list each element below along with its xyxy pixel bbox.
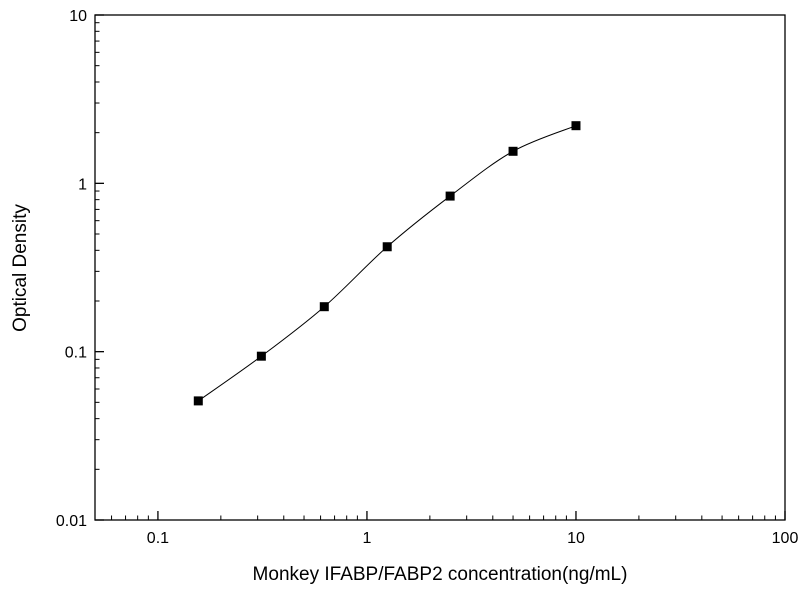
standard-curve-line [198,125,577,402]
data-point-marker [319,302,329,312]
y-tick-label: 0.01 [56,513,87,530]
data-point-marker [508,146,518,156]
data-point-marker [571,121,581,131]
x-tick-label: 0.1 [147,530,169,547]
y-tick-label: 0.1 [65,345,87,362]
plot-layer: 0.1 1 10 100 0.01 0.1 1 10 [56,8,799,547]
data-point-marker [193,396,203,406]
x-tick-label: 100 [772,530,799,547]
y-tick-label: 10 [69,8,87,25]
y-tick-label: 1 [78,176,87,193]
x-axis-label: Monkey IFABP/FABP2 concentration(ng/mL) [253,564,628,585]
y-axis-label: Optical Density [10,204,31,332]
data-point-marker [445,191,455,201]
data-point-marker [382,242,392,252]
plot-border [94,14,786,521]
x-tick-label: 10 [567,530,585,547]
data-point-marker [256,351,266,361]
x-tick-label: 1 [362,530,371,547]
